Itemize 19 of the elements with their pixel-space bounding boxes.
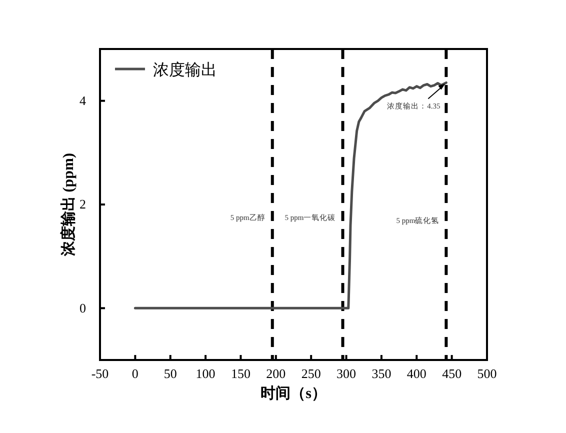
- x-tick-label: 200: [266, 366, 286, 382]
- y-tick-label: 4: [80, 92, 86, 108]
- x-tick-label: 100: [196, 366, 216, 382]
- line-series: [134, 81, 448, 310]
- y-tick-label: 2: [80, 196, 86, 212]
- x-tick-label: -50: [91, 366, 109, 382]
- x-tick-label: 50: [164, 366, 177, 382]
- y-tick-label: 0: [80, 300, 86, 316]
- x-tick-label: 300: [336, 366, 356, 382]
- x-axis-title: 时间（s）: [260, 385, 326, 402]
- x-tick-label: 400: [406, 366, 426, 382]
- legend-label: 浓度输出: [153, 61, 217, 79]
- x-tick-label: 150: [230, 366, 250, 382]
- x-tick-label: 500: [477, 366, 497, 382]
- x-tick-label: 450: [442, 366, 462, 382]
- y-axis-title: 浓度输出 (ppm): [59, 153, 77, 257]
- x-tick-label: 0: [132, 366, 138, 382]
- x-tick-label: 250: [301, 366, 321, 382]
- x-tick-label: 350: [372, 366, 392, 382]
